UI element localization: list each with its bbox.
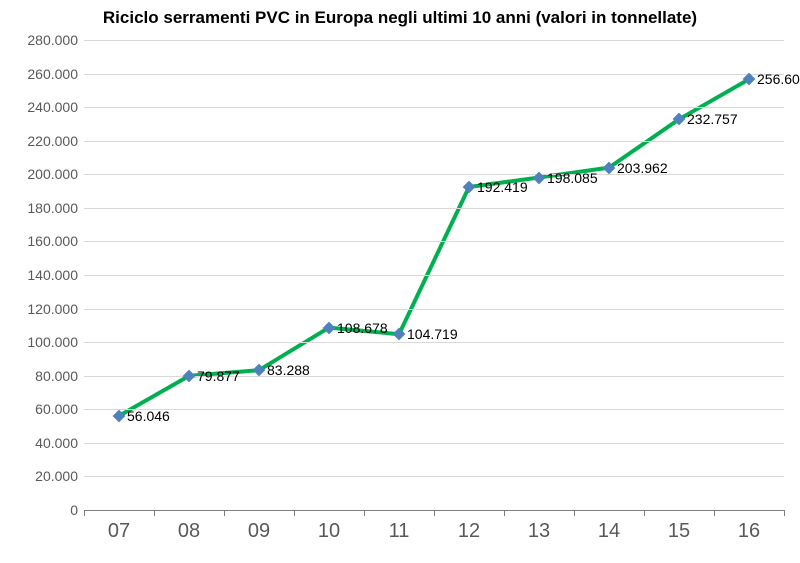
y-tick-label: 80.000 — [35, 368, 84, 384]
gridline — [84, 208, 784, 209]
x-tick-mark — [714, 510, 715, 516]
gridline — [84, 409, 784, 410]
x-tick-label: 13 — [528, 510, 550, 543]
x-tick-mark — [644, 510, 645, 516]
x-tick-mark — [504, 510, 505, 516]
data-label: 104.719 — [407, 326, 458, 342]
x-tick-label: 14 — [598, 510, 620, 543]
gridline — [84, 443, 784, 444]
x-tick-mark — [84, 510, 85, 516]
series-line — [119, 79, 749, 416]
plot-area: 020.00040.00060.00080.000100.000120.0001… — [84, 40, 784, 510]
y-tick-label: 120.000 — [27, 301, 84, 317]
x-tick-mark — [294, 510, 295, 516]
y-tick-label: 220.000 — [27, 133, 84, 149]
gridline — [84, 342, 784, 343]
data-label: 232.757 — [687, 111, 738, 127]
y-tick-label: 240.000 — [27, 99, 84, 115]
x-tick-label: 11 — [389, 510, 410, 543]
x-tick-mark — [364, 510, 365, 516]
gridline — [84, 107, 784, 108]
y-tick-label: 100.000 — [27, 334, 84, 350]
gridline — [84, 476, 784, 477]
y-tick-label: 200.000 — [27, 166, 84, 182]
gridline — [84, 275, 784, 276]
y-tick-label: 0 — [70, 502, 84, 518]
x-tick-mark — [434, 510, 435, 516]
data-label: 256.607 — [757, 71, 800, 87]
chart-container: Riciclo serramenti PVC in Europa negli u… — [0, 0, 800, 563]
x-tick-mark — [224, 510, 225, 516]
x-tick-mark — [574, 510, 575, 516]
data-label: 108.678 — [337, 320, 388, 336]
y-tick-label: 260.000 — [27, 66, 84, 82]
chart-title: Riciclo serramenti PVC in Europa negli u… — [0, 8, 800, 28]
y-tick-label: 60.000 — [35, 401, 84, 417]
gridline — [84, 309, 784, 310]
gridline — [84, 40, 784, 41]
y-tick-label: 20.000 — [35, 468, 84, 484]
y-tick-label: 40.000 — [35, 435, 84, 451]
x-tick-label: 16 — [738, 510, 760, 543]
x-tick-label: 10 — [318, 510, 340, 543]
data-label: 79.877 — [197, 368, 240, 384]
x-tick-label: 07 — [108, 510, 130, 543]
x-tick-mark — [154, 510, 155, 516]
gridline — [84, 241, 784, 242]
data-label: 203.962 — [617, 160, 668, 176]
x-tick-label: 15 — [668, 510, 690, 543]
y-tick-label: 140.000 — [27, 267, 84, 283]
y-tick-label: 280.000 — [27, 32, 84, 48]
data-label: 83.288 — [267, 362, 310, 378]
gridline — [84, 74, 784, 75]
gridline — [84, 174, 784, 175]
data-label: 56.046 — [127, 408, 170, 424]
y-tick-label: 180.000 — [27, 200, 84, 216]
data-label: 192.419 — [477, 179, 528, 195]
x-tick-mark — [784, 510, 785, 516]
x-tick-label: 09 — [248, 510, 270, 543]
x-tick-label: 12 — [458, 510, 480, 543]
x-tick-label: 08 — [178, 510, 200, 543]
y-tick-label: 160.000 — [27, 233, 84, 249]
data-label: 198.085 — [547, 170, 598, 186]
gridline — [84, 141, 784, 142]
